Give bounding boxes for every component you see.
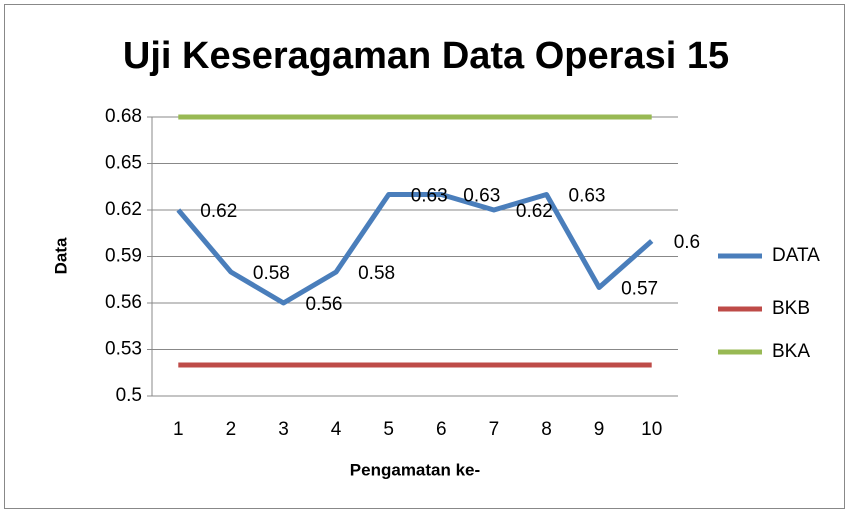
data-label: 0.6 bbox=[674, 232, 700, 253]
data-label: 0.57 bbox=[621, 279, 658, 300]
chart-title: Uji Keseragaman Data Operasi 15 bbox=[123, 35, 729, 77]
y-tick-label: 0.59 bbox=[105, 246, 142, 267]
data-label: 0.63 bbox=[569, 186, 606, 207]
x-tick-label: 10 bbox=[641, 419, 662, 440]
x-tick-label: 2 bbox=[226, 419, 237, 440]
x-tick-label: 7 bbox=[489, 419, 500, 440]
x-tick-label: 9 bbox=[594, 419, 605, 440]
x-tick-label: 6 bbox=[436, 419, 447, 440]
x-tick-label: 3 bbox=[278, 419, 289, 440]
series-line bbox=[176, 192, 654, 306]
x-tick-label: 1 bbox=[173, 419, 184, 440]
y-tick-label: 0.53 bbox=[105, 339, 142, 360]
y-tick-label: 0.62 bbox=[105, 199, 142, 220]
legend-label: DATA bbox=[772, 245, 820, 266]
x-axis-title: Pengamatan ke- bbox=[350, 460, 480, 479]
data-label: 0.56 bbox=[306, 294, 343, 315]
y-tick-label: 0.68 bbox=[105, 106, 142, 127]
x-tick-label: 8 bbox=[541, 419, 552, 440]
legend-label: BKA bbox=[772, 341, 810, 362]
y-axis-title: Data bbox=[51, 237, 70, 274]
data-label: 0.62 bbox=[200, 201, 237, 222]
data-label: 0.63 bbox=[463, 186, 500, 207]
x-tick-label: 5 bbox=[383, 419, 394, 440]
y-tick-label: 0.65 bbox=[105, 153, 142, 174]
y-tick-label: 0.56 bbox=[105, 292, 142, 313]
x-tick-label: 4 bbox=[331, 419, 342, 440]
data-label: 0.63 bbox=[411, 186, 448, 207]
data-label: 0.62 bbox=[516, 201, 553, 222]
data-label: 0.58 bbox=[253, 263, 290, 284]
data-label: 0.58 bbox=[358, 263, 395, 284]
y-tick-label: 0.5 bbox=[116, 385, 142, 406]
legend-label: BKB bbox=[772, 298, 810, 319]
